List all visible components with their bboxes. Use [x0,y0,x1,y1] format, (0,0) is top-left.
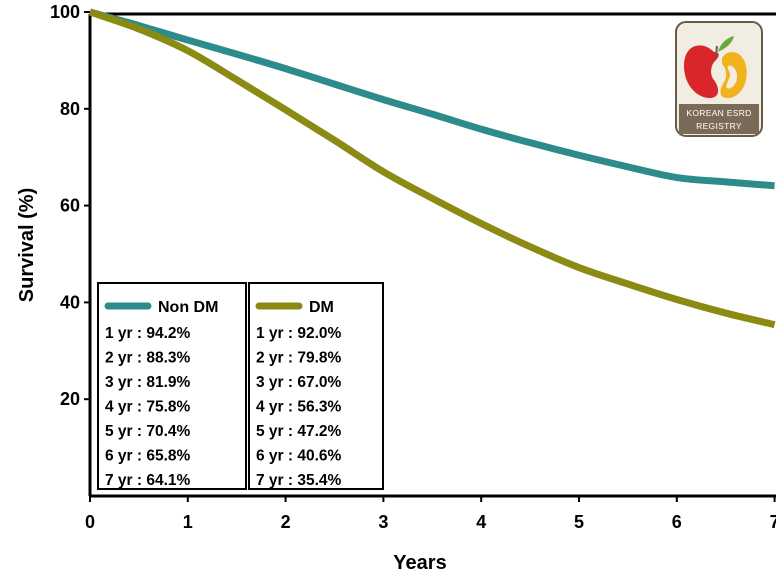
x-tick-label: 3 [378,512,388,532]
logo-text-line-2: REGISTRY [696,121,742,131]
legend-box-dm [248,282,384,490]
legend-survival-rate: 1 yr : 94.2% [105,325,191,342]
legend-survival-rate: 3 yr : 81.9% [105,374,191,391]
survival-curves [88,8,776,329]
legend-survival-rate: 7 yr : 64.1% [105,472,191,489]
x-tick-label: 6 [672,512,682,532]
legend-survival-rate: 7 yr : 35.4% [256,472,342,489]
x-tick-label: 0 [85,512,95,532]
x-tick-label: 7 [770,512,776,532]
kidney-logo-icon [684,36,747,99]
x-tick-label: 4 [476,512,486,532]
x-tick-label: 2 [281,512,291,532]
y-tick-label: 60 [60,196,80,216]
y-tick-label: 80 [60,99,80,119]
x-tick-label: 5 [574,512,584,532]
x-axis-label: Years [393,552,446,574]
korean-esrd-registry-logo: KOREAN ESRD REGISTRY [675,21,763,137]
legend-label-dm: DM [309,299,334,316]
legend-survival-rate: 2 yr : 79.8% [256,350,342,367]
legend-survival-rate: 5 yr : 70.4% [105,423,191,440]
x-axis-ticks: 0 1 2 3 4 5 6 7 [85,496,776,532]
legend-box-non-dm [97,282,247,490]
y-axis-ticks: 20 40 60 80 100 [50,2,90,409]
legend-survival-rate: 4 yr : 75.8% [105,399,191,416]
y-axis-label: Survival (%) [16,188,38,302]
y-tick-label: 100 [50,2,80,22]
legend-survival-rate: 3 yr : 67.0% [256,374,342,391]
legend-survival-rate: 2 yr : 88.3% [105,350,191,367]
legend-label-non-dm: Non DM [158,299,218,316]
series-line-dm [88,8,776,329]
legend-survival-rate: 6 yr : 65.8% [105,448,191,465]
x-tick-label: 1 [183,512,193,532]
y-tick-label: 40 [60,292,80,312]
legend-survival-rate: 1 yr : 92.0% [256,325,342,342]
logo-text-line-1: KOREAN ESRD [686,108,751,118]
legend-survival-rate: 6 yr : 40.6% [256,448,342,465]
legend-survival-rate: 4 yr : 56.3% [256,399,342,416]
series-line-non-dm [89,8,775,190]
y-tick-label: 20 [60,389,80,409]
legend-survival-rate: 5 yr : 47.2% [256,423,342,440]
legend: Non DM 1 yr : 94.2% 2 yr : 88.3% 3 yr : 81.… [97,282,384,490]
